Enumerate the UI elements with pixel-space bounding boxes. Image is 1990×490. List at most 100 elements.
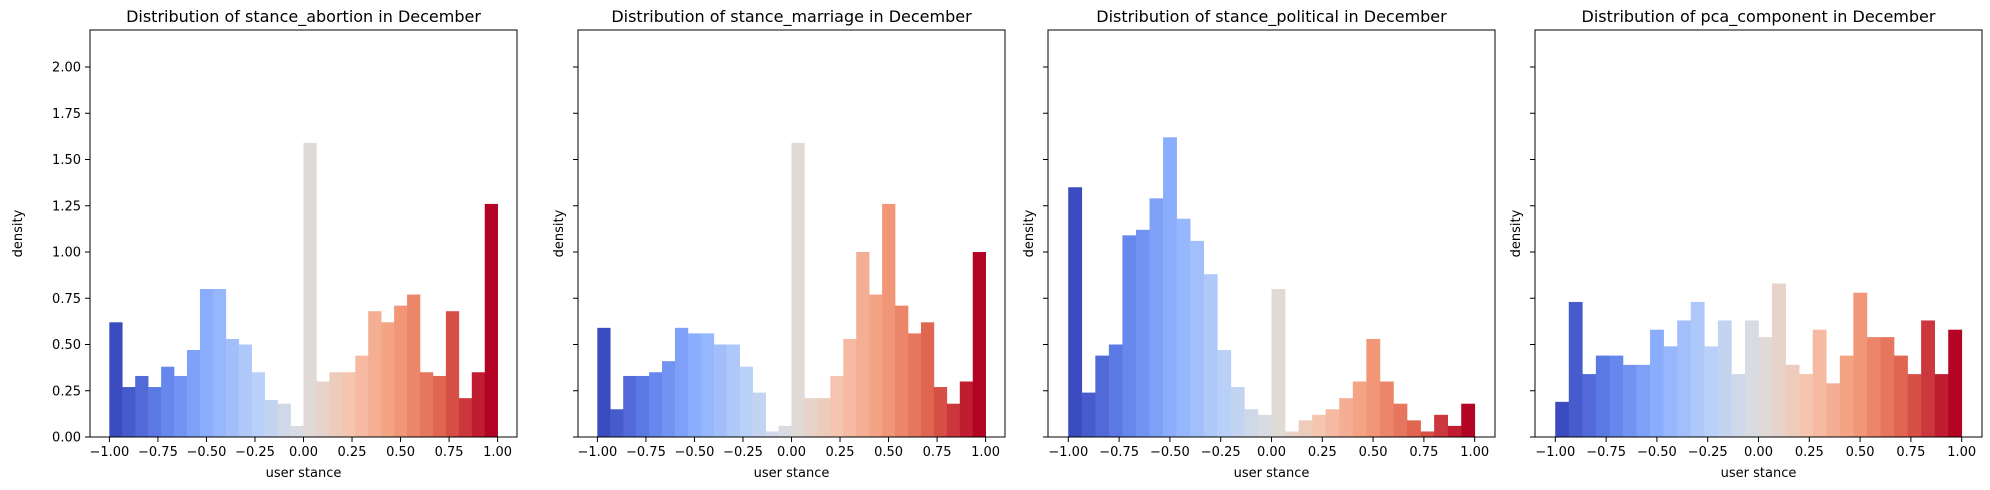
x-tick-label: 0.75: [435, 445, 464, 460]
histogram-bar: [1339, 398, 1354, 437]
histogram-bar: [726, 344, 741, 437]
histogram-bar: [1650, 329, 1664, 437]
histogram-bar: [471, 372, 486, 437]
histogram-bar: [316, 381, 330, 437]
histogram-bar: [869, 294, 883, 437]
x-tick-label: 1.00: [1460, 445, 1489, 460]
histogram-bar: [1203, 274, 1218, 437]
histogram-bar: [920, 322, 935, 437]
x-tick-label: −0.25: [1201, 445, 1241, 460]
y-tick-label: 1.25: [52, 199, 81, 214]
histogram-bar: [765, 431, 779, 437]
histogram-bar: [1447, 425, 1462, 437]
histogram-bar: [1663, 346, 1678, 437]
histogram-bar: [290, 425, 304, 437]
x-tick-label: −0.75: [1099, 445, 1139, 460]
histogram-bar: [355, 355, 369, 437]
histogram-bar: [1285, 431, 1299, 437]
histogram-bar: [1772, 283, 1786, 437]
x-tick-label: −0.50: [1637, 445, 1677, 460]
histogram-bar: [1555, 401, 1570, 437]
x-tick-label: 1.00: [971, 445, 1000, 460]
histogram-bar: [432, 375, 447, 437]
histogram-bar: [1420, 431, 1435, 437]
histogram-bar: [1298, 420, 1313, 437]
histogram-bar: [1217, 350, 1232, 437]
x-tick-label: 1.00: [1947, 445, 1976, 460]
histogram-bar: [303, 142, 317, 437]
histogram-bar: [251, 372, 265, 437]
x-tick-label: 0.00: [1257, 445, 1286, 460]
x-tick-label: −0.25: [1688, 445, 1728, 460]
histogram-bar: [1731, 374, 1746, 437]
histogram-bar: [752, 392, 766, 437]
histogram-bar: [445, 311, 460, 437]
histogram-bar: [1609, 355, 1624, 437]
histogram-bar: [1271, 289, 1286, 437]
histogram-bar: [1190, 240, 1205, 437]
histogram-bar: [1934, 374, 1949, 437]
histogram-bar: [1826, 383, 1841, 437]
histogram-bar: [843, 338, 857, 437]
histogram-bar: [212, 289, 227, 437]
histogram-bar: [623, 375, 637, 437]
x-tick-label: 0.00: [1744, 445, 1773, 460]
histogram-bar: [238, 344, 253, 437]
histogram-bar: [329, 372, 343, 437]
x-tick-label: −0.25: [235, 445, 275, 460]
y-axis-label: density: [552, 209, 567, 257]
histogram-bar: [1758, 337, 1773, 437]
histogram-bar: [484, 203, 498, 437]
x-tick-label: 0.75: [1409, 445, 1438, 460]
histogram-bar: [394, 305, 408, 437]
histogram-bar: [199, 289, 214, 437]
y-tick-label: 1.75: [52, 107, 81, 122]
histogram-bar: [713, 344, 728, 437]
histogram-bar: [1407, 420, 1421, 437]
histogram-bar: [739, 366, 753, 437]
x-tick-label: 0.50: [386, 445, 415, 460]
chart-title: Distribution of stance_abortion in Decem…: [126, 7, 481, 27]
histogram-bar: [1068, 187, 1083, 437]
histogram-bar: [778, 425, 792, 437]
histogram-bar: [458, 398, 473, 437]
histogram-bar: [1921, 320, 1935, 437]
histogram-bar: [1744, 320, 1759, 437]
histogram-bar: [1907, 374, 1922, 437]
y-tick-label: 0.50: [52, 338, 81, 353]
x-tick-label: −0.75: [1586, 445, 1626, 460]
y-tick-label: 1.50: [52, 153, 81, 168]
histogram-bar: [908, 333, 922, 437]
histogram-bar: [1799, 374, 1814, 437]
histogram-bar: [1582, 374, 1597, 437]
histogram-bar: [1595, 355, 1610, 437]
y-tick-label: 0.25: [52, 384, 81, 399]
x-tick-label: −1.00: [1535, 445, 1575, 460]
histogram-bar: [804, 398, 818, 437]
histogram-bar: [1948, 329, 1963, 437]
y-tick-label: 0.75: [52, 292, 81, 307]
x-tick-label: 1.00: [483, 445, 512, 460]
x-axis-label: user stance: [754, 466, 830, 481]
panel-pca-component: Distribution of pca_component in Decembe…: [1509, 7, 1983, 481]
panel-stance-marriage: Distribution of stance_marriage in Decem…: [552, 7, 1006, 481]
chart-title: Distribution of stance_marriage in Decem…: [611, 7, 972, 27]
histogram-bar: [1163, 137, 1177, 438]
histogram-bar: [1095, 355, 1110, 437]
histogram-bar: [1366, 338, 1381, 437]
histogram-bar: [1393, 403, 1408, 437]
histogram-bar: [687, 333, 702, 437]
x-tick-label: 0.25: [338, 445, 367, 460]
histogram-bar: [959, 381, 974, 437]
histogram-bar: [225, 338, 240, 437]
x-tick-label: 0.25: [1308, 445, 1337, 460]
panel-stance-political: Distribution of stance_political in Dece…: [1022, 7, 1496, 481]
histogram-bar: [1135, 229, 1150, 437]
histogram-bar: [662, 361, 676, 437]
histogram-bar: [1568, 301, 1583, 437]
histogram-bar: [1690, 301, 1705, 437]
histogram-bar: [1717, 320, 1732, 437]
x-tick-label: −0.50: [187, 445, 227, 460]
x-tick-label: 0.25: [826, 445, 855, 460]
histogram-bar: [1853, 292, 1868, 437]
